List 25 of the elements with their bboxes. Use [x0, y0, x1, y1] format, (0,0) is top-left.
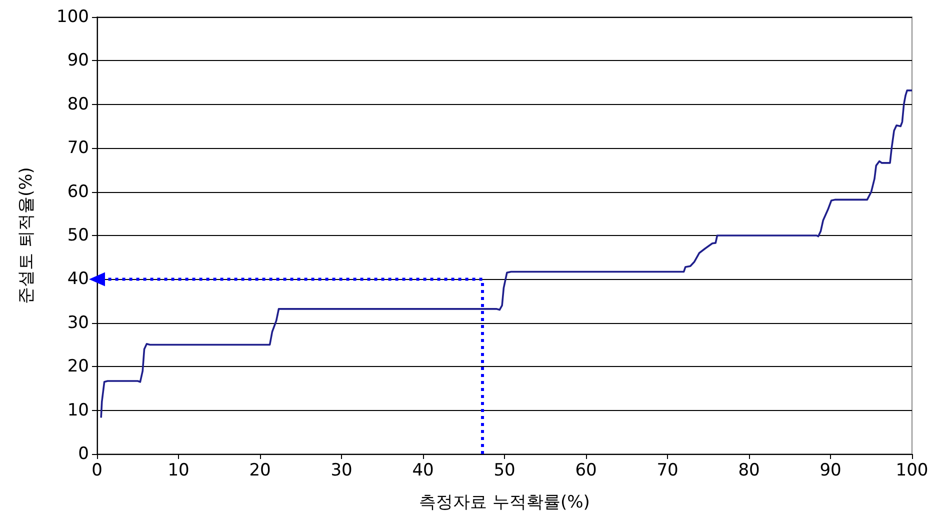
x-tick-label: 0 [92, 460, 102, 480]
x-tick-label: 90 [820, 460, 842, 480]
x-tick-label: 60 [575, 460, 597, 480]
y-axis-title: 준설토 퇴적율(%) [16, 167, 36, 304]
y-tick-label: 70 [67, 138, 89, 158]
x-tick-label: 10 [168, 460, 190, 480]
x-axis-title: 측정자료 누적확률(%) [419, 492, 590, 512]
y-tick-label: 60 [67, 182, 89, 202]
y-tick-label: 30 [67, 312, 89, 333]
y-tick-label: 10 [67, 400, 89, 420]
y-tick-label: 90 [67, 50, 89, 71]
y-tick-label: 50 [67, 226, 89, 246]
x-tick-label: 80 [738, 460, 760, 480]
y-tick-label: 80 [67, 94, 89, 114]
y-tick-label: 0 [78, 444, 89, 464]
x-tick-label: 40 [412, 460, 434, 480]
line-series [100, 90, 913, 419]
x-tick-label: 50 [494, 460, 516, 480]
x-tick-label: 100 [896, 460, 928, 480]
x-tick-label: 20 [249, 460, 271, 480]
y-tick-label: 40 [67, 269, 89, 290]
y-tick-label: 20 [67, 356, 89, 377]
x-tick-label: 30 [330, 460, 352, 480]
y-tick-label: 100 [56, 7, 89, 27]
x-tick-label: 70 [656, 460, 678, 480]
